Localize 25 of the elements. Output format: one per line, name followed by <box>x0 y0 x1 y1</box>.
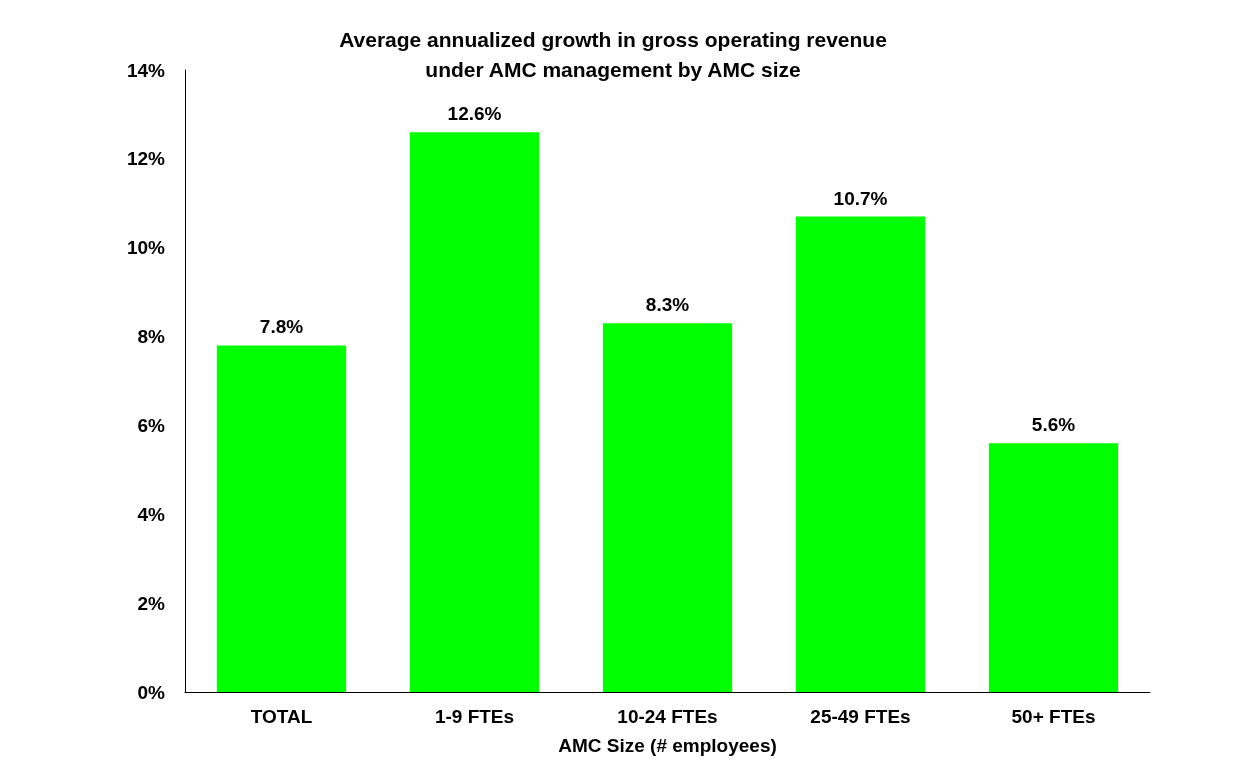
data-label: 10.7% <box>833 187 888 209</box>
x-axis-title: AMC Size (# employees) <box>558 735 777 756</box>
y-tick-label: 2% <box>137 592 166 614</box>
y-tick-label: 10% <box>126 237 166 259</box>
y-tick-label: 6% <box>137 414 166 436</box>
bar <box>216 345 347 692</box>
x-tick-label: 50+ FTEs <box>1011 706 1096 727</box>
x-tick-label: 25-49 FTEs <box>810 706 911 727</box>
y-tick-label: 14% <box>126 59 166 81</box>
y-tick-label: 8% <box>137 326 166 348</box>
data-label: 7.8% <box>259 316 304 338</box>
data-label: 12.6% <box>447 103 502 125</box>
y-tick-label: 4% <box>137 503 166 525</box>
x-tick-label: 10-24 FTEs <box>617 706 718 727</box>
x-tick-label: 1-9 FTEs <box>434 706 515 727</box>
x-tick-label: TOTAL <box>250 706 313 727</box>
y-tick-label: 0% <box>137 681 166 703</box>
y-tick-label: 12% <box>126 148 166 170</box>
bar <box>602 323 733 692</box>
bar <box>988 443 1119 692</box>
data-label: 5.6% <box>1031 414 1076 436</box>
bar <box>795 216 926 692</box>
chart-title: Average annualized growth in gross operating revenue under AMC management by AMC size <box>339 27 887 81</box>
data-label: 8.3% <box>645 294 690 316</box>
bar <box>409 132 540 692</box>
